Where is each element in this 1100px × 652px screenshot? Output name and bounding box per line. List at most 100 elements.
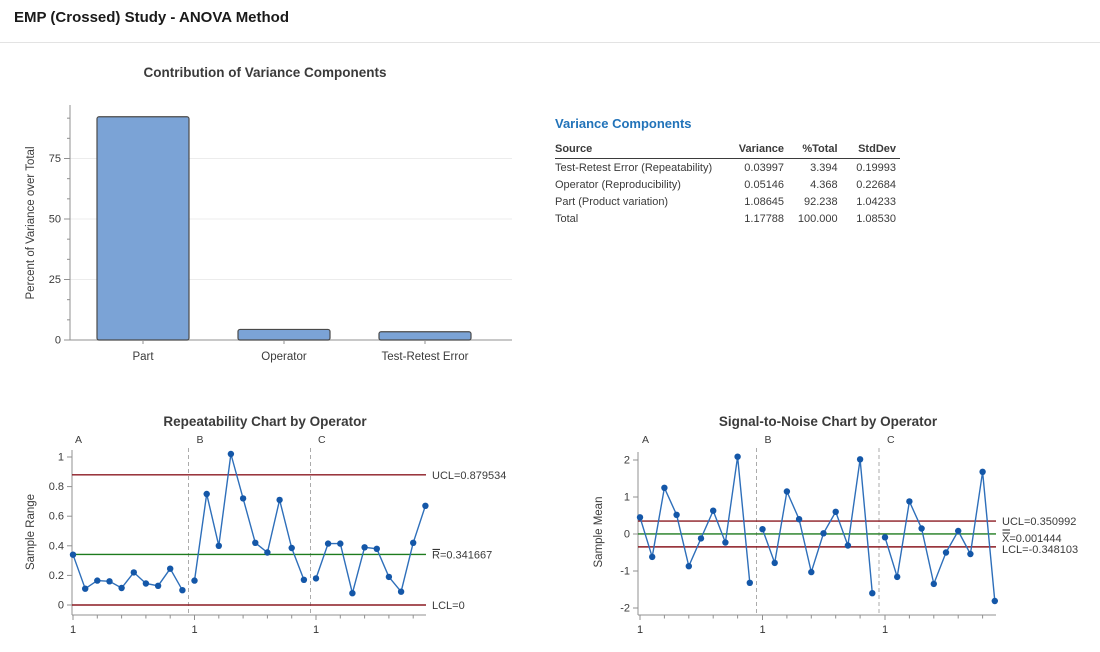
data-point[interactable] <box>869 590 876 597</box>
y-axis-title: Sample Mean <box>593 497 605 568</box>
center-label: R=0.341667 <box>432 549 492 561</box>
data-point[interactable] <box>783 488 791 495</box>
operator-group-label: C <box>318 434 326 446</box>
data-point[interactable] <box>942 549 950 556</box>
data-point[interactable] <box>771 559 778 567</box>
data-point[interactable] <box>276 496 283 504</box>
data-point[interactable] <box>710 507 717 514</box>
data-point[interactable] <box>373 545 380 552</box>
data-point[interactable] <box>422 502 429 509</box>
y-axis-title: Sample Range <box>25 494 37 570</box>
ucl-label: UCL=0.879534 <box>432 470 506 482</box>
data-point[interactable] <box>410 539 417 546</box>
y-tick-label: 0.2 <box>49 570 64 582</box>
cell-value: 3.394 <box>810 161 838 174</box>
bar-part[interactable] <box>96 116 190 341</box>
cell-value: 1.17788 <box>744 212 785 225</box>
col-header-stddev: StdDev <box>841 141 900 159</box>
x-tick-label: 1 <box>882 624 888 636</box>
series-line-A <box>639 456 751 583</box>
series-line-B <box>761 459 873 594</box>
data-point[interactable] <box>820 530 827 537</box>
data-point[interactable] <box>967 550 974 558</box>
data-point[interactable] <box>82 585 89 592</box>
data-point[interactable] <box>685 563 692 570</box>
data-point[interactable] <box>300 576 308 583</box>
data-point[interactable] <box>337 540 344 547</box>
data-point[interactable] <box>324 540 332 547</box>
data-point[interactable] <box>179 587 186 594</box>
data-point[interactable] <box>215 542 222 549</box>
page-title: EMP (Crossed) Study - ANOVA Method <box>14 9 290 26</box>
x-category-label: Test-Retest Error <box>382 351 469 363</box>
data-point[interactable] <box>856 456 864 463</box>
data-point[interactable] <box>979 468 986 475</box>
cell-value: 1.04233 <box>856 195 896 208</box>
data-point[interactable] <box>734 453 741 460</box>
data-point[interactable] <box>955 527 962 535</box>
data-point[interactable] <box>361 544 368 551</box>
data-point[interactable] <box>832 508 839 515</box>
data-point[interactable] <box>252 539 259 546</box>
data-point[interactable] <box>191 577 198 584</box>
data-point[interactable] <box>130 569 137 576</box>
y-tick-label: 0.6 <box>49 511 64 523</box>
y-tick-label: 1 <box>58 452 64 464</box>
data-point[interactable] <box>930 580 937 588</box>
variance-components-heading[interactable]: Variance Components <box>555 116 692 131</box>
series-line-C <box>315 505 427 594</box>
x-tick-label: 1 <box>191 624 197 636</box>
data-point[interactable] <box>385 573 393 581</box>
data-point[interactable] <box>349 590 356 597</box>
table-header-row: Source Variance %Total StdDev <box>555 141 900 159</box>
data-point[interactable] <box>167 565 174 572</box>
data-point[interactable] <box>881 534 889 541</box>
data-point[interactable] <box>746 579 753 586</box>
data-point[interactable] <box>397 588 405 595</box>
data-point[interactable] <box>106 578 113 585</box>
variance-contribution-bar-chart: Contribution of Variance Components 0 25 50… <box>25 65 512 363</box>
data-point[interactable] <box>649 553 656 561</box>
data-point[interactable] <box>203 490 210 498</box>
data-point[interactable] <box>722 539 729 546</box>
x-tick-label: 1 <box>313 624 319 636</box>
data-point[interactable] <box>808 568 815 576</box>
data-point[interactable] <box>918 525 925 532</box>
cell-value: 1.08645 <box>744 195 785 208</box>
data-point[interactable] <box>69 551 77 558</box>
y-tick-label: 0 <box>55 335 61 347</box>
data-point[interactable] <box>154 582 162 589</box>
data-point[interactable] <box>636 514 644 521</box>
bar-test-retest-error[interactable] <box>378 331 472 341</box>
col-header-source: Source <box>555 141 729 159</box>
data-point[interactable] <box>264 549 271 556</box>
data-point[interactable] <box>673 511 680 518</box>
y-tick-label: 25 <box>49 274 61 286</box>
data-point[interactable] <box>844 542 852 549</box>
data-point[interactable] <box>118 584 125 592</box>
data-point[interactable] <box>894 573 901 581</box>
operator-group-label: C <box>887 434 895 446</box>
data-point[interactable] <box>697 535 705 542</box>
data-point[interactable] <box>288 544 295 552</box>
y-tick-label: 1 <box>624 492 630 504</box>
x-category-label: Part <box>132 351 154 363</box>
cell-value: 0.19993 <box>856 161 896 174</box>
bar-operator[interactable] <box>237 328 331 341</box>
data-point[interactable] <box>759 526 766 533</box>
data-point[interactable] <box>991 597 998 605</box>
data-point[interactable] <box>906 498 913 505</box>
y-axis-title: Percent of Variance over Total <box>25 147 37 300</box>
data-point[interactable] <box>227 450 235 458</box>
data-point[interactable] <box>661 484 668 491</box>
x-tick-label: 1 <box>70 624 76 636</box>
data-point[interactable] <box>312 575 320 582</box>
operator-group-label: B <box>197 434 204 446</box>
data-point[interactable] <box>239 495 247 502</box>
data-point[interactable] <box>142 580 150 587</box>
data-point[interactable] <box>795 516 803 523</box>
table-row: Test-Retest Error (Repeatability) 0.03997… <box>555 159 900 177</box>
data-point[interactable] <box>94 577 101 584</box>
y-tick-label: 50 <box>49 214 61 226</box>
